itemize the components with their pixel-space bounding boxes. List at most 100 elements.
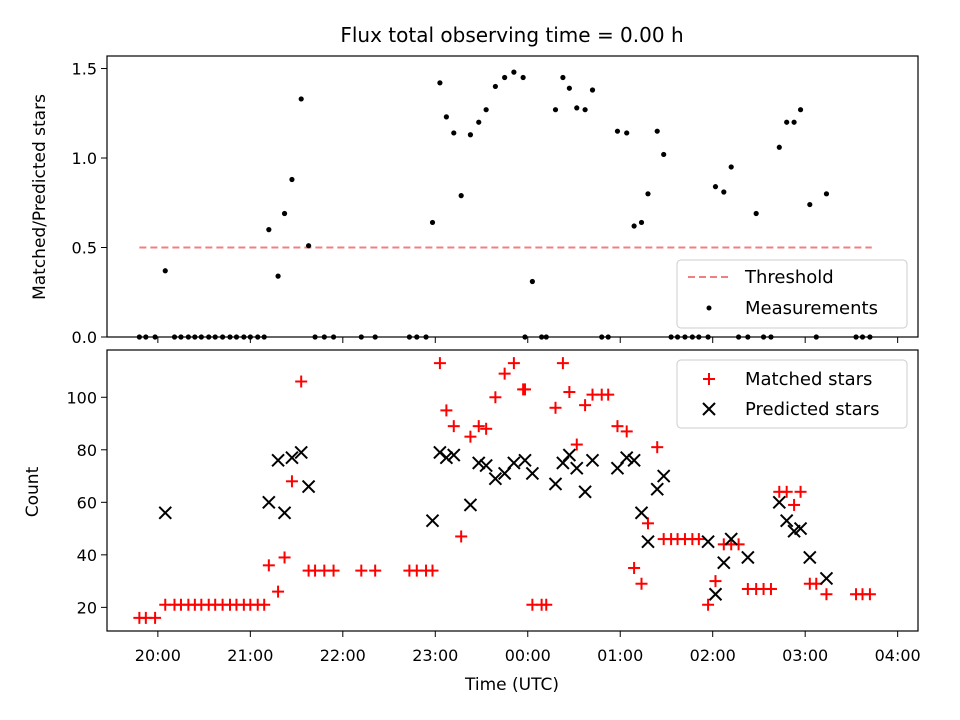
predicted-star-point	[562, 448, 577, 462]
measurement-point	[358, 334, 364, 340]
measurement-point	[451, 130, 457, 136]
matched-star-point	[272, 585, 285, 598]
top-y-axis: 0.0 0.5 1.0 1.5	[72, 60, 107, 347]
predicted-star-point	[285, 450, 299, 465]
predicted-star-point	[619, 450, 634, 465]
matched-star-point	[258, 598, 271, 611]
measurement-point	[261, 334, 267, 340]
matched-star-point	[780, 485, 793, 498]
measurement-point	[807, 201, 813, 208]
predicted-star-point	[779, 513, 794, 528]
matched-star-point	[579, 399, 592, 412]
predicted-star-point	[701, 535, 715, 549]
matched-star-point	[556, 357, 569, 370]
measurement-point	[143, 334, 149, 340]
matched-star-point	[426, 564, 439, 577]
measurement-point	[552, 107, 559, 113]
measurement-point	[437, 80, 443, 86]
measurement-point	[631, 223, 637, 229]
matched-star-point	[369, 564, 382, 577]
predicted-star-point	[158, 506, 172, 520]
measurement-point	[406, 334, 412, 340]
measurement-point	[823, 191, 830, 197]
matched-star-point	[464, 430, 477, 443]
x-tick-label: 20:00	[135, 646, 181, 665]
predicted-star-point	[463, 498, 478, 512]
predicted-star-point	[548, 477, 563, 491]
measurement-point	[654, 128, 660, 134]
legend-threshold-label: Threshold	[744, 267, 834, 288]
predicted-star-point	[627, 453, 641, 468]
measurement-point	[768, 334, 774, 340]
measurement-point	[312, 334, 318, 340]
predicted-star-point	[724, 532, 738, 546]
measurement-point	[372, 334, 378, 340]
chart-title: Flux total observing time = 0.00 h	[340, 23, 683, 47]
measurement-point	[668, 334, 674, 340]
legend-predicted-swatch	[702, 402, 716, 416]
matched-star-point	[278, 551, 291, 564]
predicted-star-point	[708, 587, 723, 601]
top-panel: 0.0 0.5 1.0 1.5 Matched/Predicted stars Thr…	[30, 55, 919, 347]
measurement-point	[867, 334, 873, 340]
predicted-star-point	[277, 506, 292, 520]
matched-star-point	[602, 388, 615, 401]
top-legend-box	[676, 259, 908, 329]
matched-star-point	[149, 611, 162, 624]
matched-star-point	[732, 538, 745, 551]
legend-matched-swatch	[703, 373, 715, 385]
x-tick-label: 23:00	[412, 646, 458, 665]
measurement-point	[624, 130, 630, 136]
predicted-star-point	[803, 550, 817, 565]
matched-star-point	[651, 441, 664, 454]
matched-star-point	[794, 485, 807, 498]
predicted-star-point	[294, 445, 308, 460]
measurement-point	[198, 334, 204, 340]
x-tick-label: 01:00	[597, 646, 643, 665]
matched-star-point	[540, 598, 553, 611]
measurement-point	[712, 184, 719, 190]
measurement-point	[423, 334, 429, 340]
bottom-y-tick-label: 80	[77, 441, 97, 460]
measurement-point	[784, 119, 790, 125]
matched-star-point	[820, 588, 833, 601]
matched-star-point	[620, 425, 633, 438]
matched-star-point	[549, 401, 562, 414]
measurement-point	[185, 334, 191, 340]
measurement-point	[266, 227, 272, 233]
x-tick-label: 21:00	[227, 646, 273, 665]
matched-star-point	[641, 517, 654, 530]
predicted-star-point	[439, 450, 454, 465]
measurement-point	[414, 334, 420, 340]
bottom-legend-box	[676, 359, 908, 429]
predicted-star-point	[488, 471, 503, 486]
measurement-points	[136, 69, 873, 340]
legend-matched-label: Matched stars	[745, 369, 872, 390]
matched-stars-points	[133, 357, 876, 624]
matched-star-point	[692, 533, 705, 546]
matched-star-point	[702, 598, 715, 611]
predicted-star-point	[425, 513, 440, 528]
bottom-y-tick-label: 60	[77, 493, 97, 512]
predicted-star-point	[634, 506, 649, 520]
bottom-x-axis: 20:00 21:00 22:00 23:00 00:00 01:00 02:00 03:00…	[135, 631, 921, 665]
predicted-star-point	[656, 469, 671, 483]
top-y-axis-label: Matched/Predicted stars	[30, 94, 50, 300]
top-x-ticks	[157, 337, 899, 343]
predicted-star-point	[741, 550, 755, 565]
measurement-point	[745, 334, 751, 340]
measurement-point	[289, 176, 295, 183]
predicted-star-point	[772, 495, 786, 510]
bottom-legend: Matched stars Predicted stars	[676, 359, 908, 429]
measurement-point	[728, 164, 734, 170]
measurement-point	[574, 105, 580, 111]
top-y-tick-label: 1.0	[72, 149, 97, 168]
measurement-point	[589, 87, 596, 93]
x-tick-label: 04:00	[875, 646, 921, 665]
matched-star-point	[262, 559, 275, 572]
matched-star-point	[355, 564, 368, 577]
matched-star-point	[433, 357, 446, 370]
measurement-point	[614, 128, 621, 134]
predicted-star-point	[578, 485, 592, 499]
predicted-star-point	[570, 461, 584, 475]
